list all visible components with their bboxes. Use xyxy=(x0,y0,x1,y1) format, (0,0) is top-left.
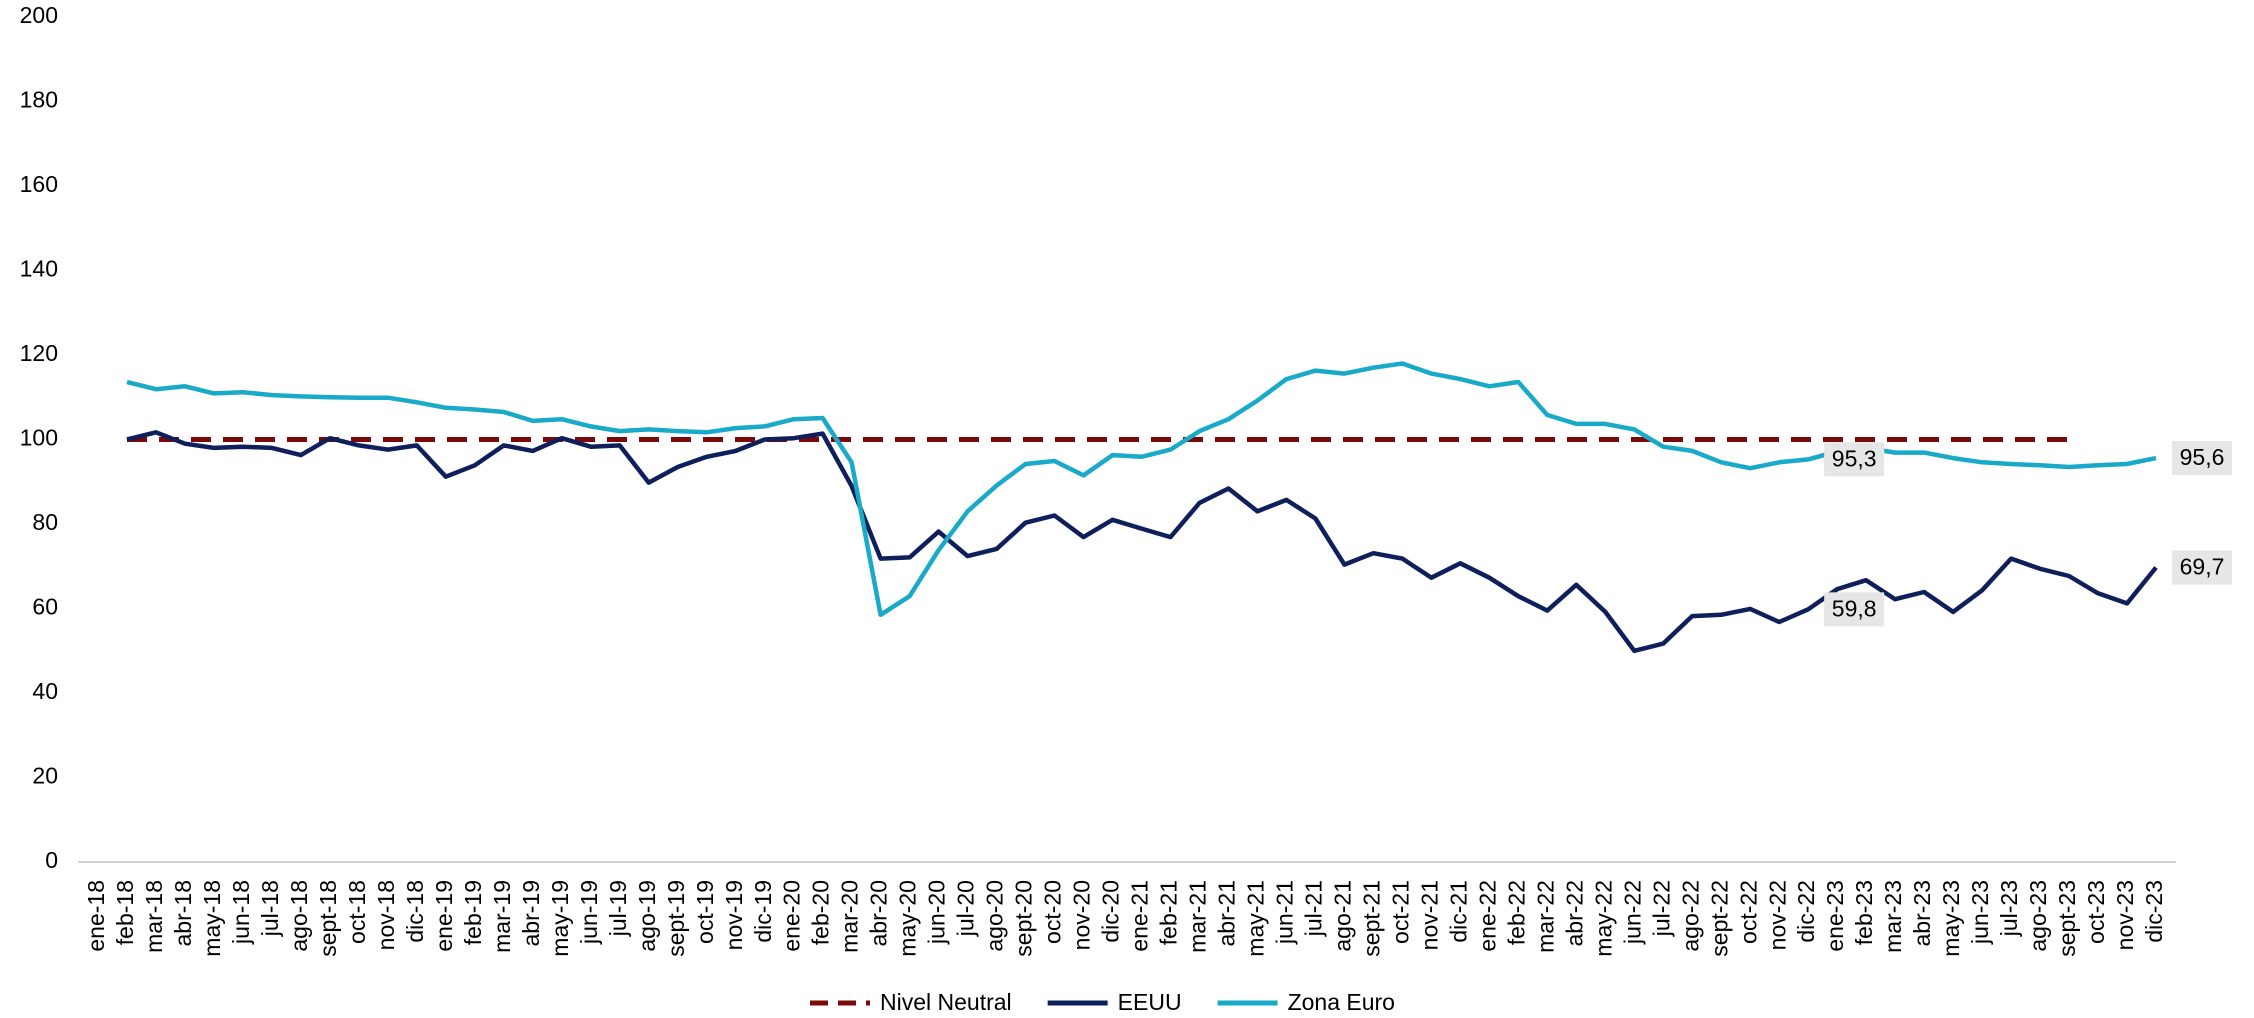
x-tick-label: abr-22 xyxy=(1561,880,1587,946)
x-tick-label: jun-23 xyxy=(1967,880,1993,945)
x-tick-label: jul-22 xyxy=(1648,880,1674,937)
x-tick-label: feb-22 xyxy=(1503,880,1529,945)
data-label: 59,8 xyxy=(1832,595,1877,621)
x-tick-label: jul-23 xyxy=(1996,880,2022,937)
x-tick-label: dic-22 xyxy=(1793,880,1819,943)
y-tick-label: 0 xyxy=(45,847,58,873)
x-tick-label: ene-19 xyxy=(431,880,457,952)
x-tick-label: nov-20 xyxy=(1069,880,1095,950)
x-tick-label: jun-19 xyxy=(576,880,602,945)
x-tick-label: nov-18 xyxy=(373,880,399,950)
x-tick-label: ago-23 xyxy=(2025,880,2051,952)
y-tick-label: 20 xyxy=(32,763,58,789)
x-tick-label: sept-18 xyxy=(315,880,341,957)
x-tick-label: jun-22 xyxy=(1619,880,1645,945)
series-line xyxy=(126,361,2157,618)
x-tick-label: ene-23 xyxy=(1822,880,1848,952)
x-tick-label: sept-23 xyxy=(2054,880,2080,957)
data-label: 95,3 xyxy=(1832,445,1877,471)
y-tick-label: 200 xyxy=(20,2,58,28)
data-label-box xyxy=(2172,550,2232,585)
x-tick-label: may-20 xyxy=(895,880,921,957)
x-tick-label: feb-23 xyxy=(1851,880,1877,945)
data-label-box xyxy=(1824,592,1885,627)
x-tick-label: jun-21 xyxy=(1272,880,1298,945)
x-tick-label: mar-19 xyxy=(489,880,515,953)
y-tick-label: 120 xyxy=(20,340,58,366)
x-tick-label: sept-20 xyxy=(1011,880,1037,957)
y-tick-label: 100 xyxy=(20,425,58,451)
x-tick-label: sept-22 xyxy=(1706,880,1732,957)
x-tick-label: ene-18 xyxy=(83,880,109,952)
x-tick-label: mar-18 xyxy=(141,880,167,953)
y-tick-label: 160 xyxy=(20,171,58,197)
x-tick-label: feb-19 xyxy=(460,880,486,945)
x-tick-label: jul-20 xyxy=(953,880,979,937)
x-tick-label: may-22 xyxy=(1590,880,1616,957)
x-tick-label: jun-20 xyxy=(924,880,950,945)
x-tick-label: ene-20 xyxy=(779,880,805,952)
x-tick-label: abr-19 xyxy=(518,880,544,946)
x-tick-label: nov-19 xyxy=(721,880,747,950)
y-tick-label: 140 xyxy=(20,256,58,282)
x-tick-label: ago-22 xyxy=(1677,880,1703,952)
x-tick-label: feb-18 xyxy=(112,880,138,945)
data-label: 69,7 xyxy=(2180,554,2225,580)
x-tick-label: mar-21 xyxy=(1185,880,1211,953)
data-label-box xyxy=(1824,442,1885,477)
x-tick-label: jul-21 xyxy=(1300,880,1326,937)
x-tick-label: mar-23 xyxy=(1880,880,1906,953)
x-tick-label: ene-21 xyxy=(1127,880,1153,952)
x-tick-label: may-18 xyxy=(199,880,225,957)
x-tick-label: feb-21 xyxy=(1156,880,1182,945)
x-tick-label: dic-21 xyxy=(1445,880,1471,943)
x-tick-label: jun-18 xyxy=(228,880,254,945)
x-tick-label: dic-19 xyxy=(750,880,776,943)
x-tick-label: sept-21 xyxy=(1358,880,1384,957)
x-tick-label: ago-21 xyxy=(1329,880,1355,952)
x-tick-label: ago-18 xyxy=(286,880,312,952)
x-tick-label: dic-23 xyxy=(2141,880,2167,943)
legend-label: EEUU xyxy=(1118,989,1182,1015)
y-tick-label: 60 xyxy=(32,594,58,620)
legend-label: Nivel Neutral xyxy=(880,989,1012,1015)
x-tick-label: abr-18 xyxy=(170,880,196,946)
x-tick-label: may-23 xyxy=(1938,880,1964,957)
y-tick-label: 40 xyxy=(32,678,58,704)
x-tick-label: jul-18 xyxy=(257,880,283,937)
x-tick-label: ene-22 xyxy=(1474,880,1500,952)
x-tick-label: oct-18 xyxy=(344,880,370,944)
x-tick-label: oct-21 xyxy=(1387,880,1413,944)
x-tick-label: nov-22 xyxy=(1764,880,1790,950)
x-tick-label: oct-20 xyxy=(1040,880,1066,944)
x-tick-label: oct-22 xyxy=(1735,880,1761,944)
x-tick-label: feb-20 xyxy=(808,880,834,945)
x-tick-label: abr-23 xyxy=(1909,880,1935,946)
legend-label: Zona Euro xyxy=(1288,989,1395,1015)
x-tick-label: abr-20 xyxy=(866,880,892,946)
x-tick-label: mar-20 xyxy=(837,880,863,953)
data-label-box xyxy=(2172,441,2232,476)
x-tick-label: sept-19 xyxy=(663,880,689,957)
x-tick-label: ago-20 xyxy=(982,880,1008,952)
y-tick-label: 80 xyxy=(32,509,58,535)
x-tick-label: jul-19 xyxy=(605,880,631,937)
x-tick-label: mar-22 xyxy=(1532,880,1558,953)
x-tick-label: abr-21 xyxy=(1214,880,1240,946)
x-tick-label: nov-21 xyxy=(1416,880,1442,950)
x-tick-label: nov-23 xyxy=(2112,880,2138,950)
y-tick-label: 180 xyxy=(20,87,58,113)
data-label: 95,6 xyxy=(2180,444,2225,470)
x-tick-label: oct-19 xyxy=(692,880,718,944)
x-tick-label: may-21 xyxy=(1243,880,1269,957)
x-tick-label: dic-20 xyxy=(1098,880,1124,943)
x-tick-label: dic-18 xyxy=(402,880,428,943)
x-tick-label: oct-23 xyxy=(2083,880,2109,944)
x-tick-label: ago-19 xyxy=(634,880,660,952)
x-tick-label: may-19 xyxy=(547,880,573,957)
series-line xyxy=(126,430,2158,654)
